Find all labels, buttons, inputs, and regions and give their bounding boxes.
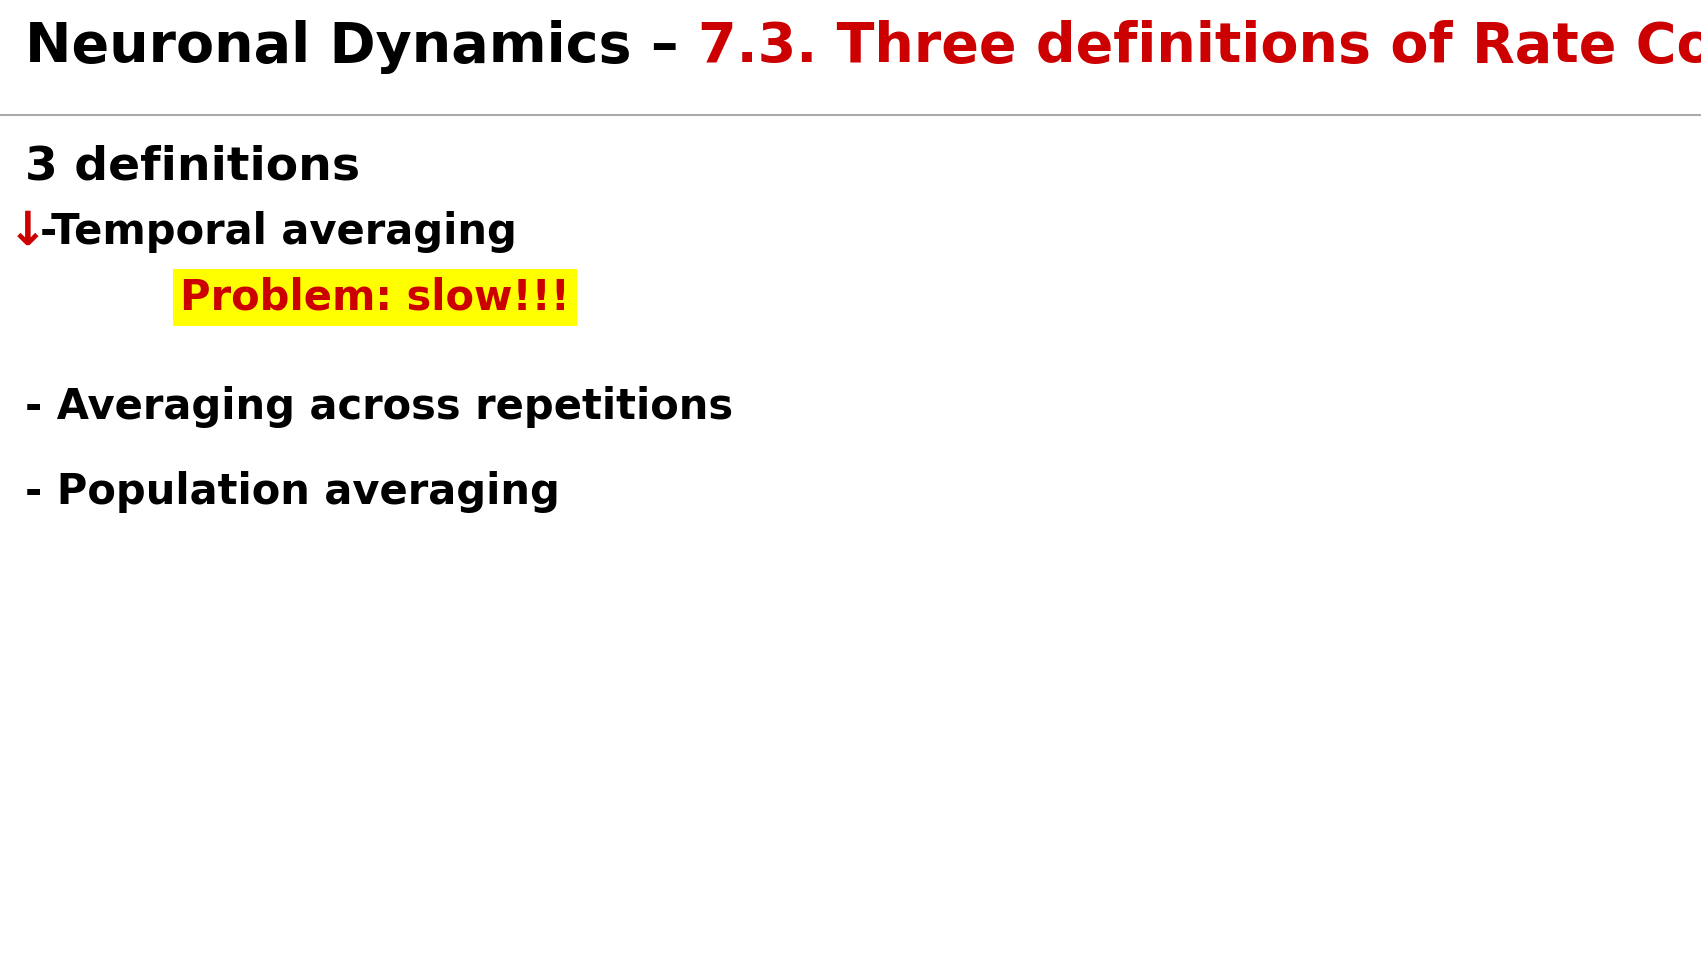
Text: 7.3. Three definitions of Rate Codes: 7.3. Three definitions of Rate Codes: [697, 20, 1701, 74]
Text: Problem: slow!!!: Problem: slow!!!: [180, 276, 570, 318]
Text: -Temporal averaging: -Temporal averaging: [41, 211, 517, 253]
Text: 3 definitions: 3 definitions: [26, 145, 361, 189]
Text: ↓: ↓: [9, 210, 48, 255]
Text: - Averaging across repetitions: - Averaging across repetitions: [26, 386, 733, 428]
Text: - Population averaging: - Population averaging: [26, 471, 560, 513]
Text: Neuronal Dynamics –: Neuronal Dynamics –: [26, 20, 697, 74]
